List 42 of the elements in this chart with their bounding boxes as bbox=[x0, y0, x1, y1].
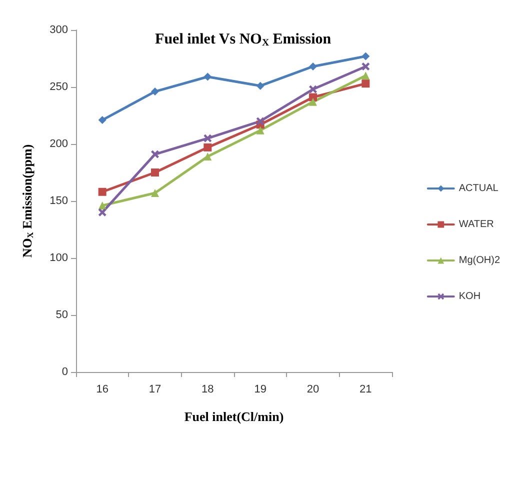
x-tick-label: 19 bbox=[254, 384, 266, 396]
y-tick-label: 250 bbox=[50, 81, 68, 93]
point bbox=[309, 98, 317, 106]
y-axis-title: NOX Emission(ppm) bbox=[20, 144, 35, 258]
point bbox=[204, 134, 212, 142]
y-tick-label: 0 bbox=[62, 366, 68, 378]
x-tick-label: 20 bbox=[306, 384, 320, 396]
x-tick-label: 21 bbox=[360, 384, 372, 396]
point bbox=[256, 117, 264, 126]
point bbox=[98, 208, 106, 216]
y-tick-label: 300 bbox=[50, 24, 68, 36]
point bbox=[362, 80, 370, 88]
point bbox=[309, 85, 317, 94]
point bbox=[362, 72, 370, 80]
point bbox=[309, 93, 317, 102]
y-tick-label: 100 bbox=[50, 252, 68, 264]
legend-label: Mg(OH)2 bbox=[458, 255, 500, 266]
point bbox=[151, 168, 159, 176]
legend-label: ACTUAL bbox=[458, 183, 499, 194]
point bbox=[309, 62, 317, 70]
point bbox=[256, 82, 264, 90]
point bbox=[256, 126, 264, 134]
point bbox=[204, 143, 212, 152]
point bbox=[362, 52, 370, 60]
point bbox=[362, 62, 370, 70]
x-tick-label: 16 bbox=[96, 384, 108, 396]
y-tick-label: 150 bbox=[50, 195, 68, 207]
legend-label: WATER bbox=[458, 219, 494, 230]
point bbox=[98, 188, 106, 196]
point bbox=[204, 72, 212, 81]
x-tick-label: 18 bbox=[202, 384, 214, 396]
point bbox=[151, 189, 159, 198]
point bbox=[98, 202, 106, 210]
point bbox=[151, 88, 159, 96]
y-tick-label: 50 bbox=[56, 309, 68, 321]
x-tick-label: 17 bbox=[148, 384, 162, 396]
y-tick-label: 200 bbox=[50, 138, 68, 150]
point bbox=[204, 152, 212, 161]
point bbox=[98, 116, 106, 124]
x-axis-title: Fuel inlet(Cl/min) bbox=[184, 409, 284, 424]
point bbox=[151, 150, 159, 158]
legend-label: KOH bbox=[458, 291, 481, 302]
